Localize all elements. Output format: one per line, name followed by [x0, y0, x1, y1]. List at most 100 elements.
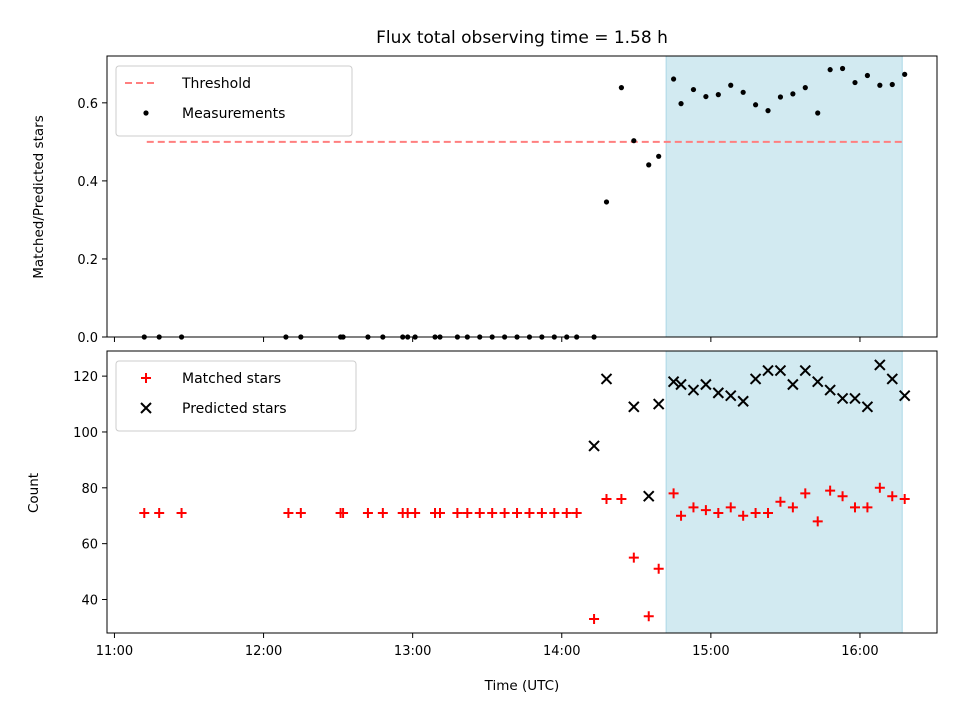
measurement-point: [827, 67, 833, 73]
matched-stars-point: [688, 502, 699, 513]
matched-stars-point: [154, 507, 165, 518]
matched-stars-point: [377, 507, 388, 518]
measurement-point: [864, 72, 871, 79]
measurement-point: [740, 89, 746, 95]
measurement-point: [902, 71, 908, 77]
predicted-stars-point: [675, 378, 687, 391]
x-tick-label: 11:00: [96, 644, 133, 659]
matched-stars-point: [549, 507, 560, 518]
matched-stars-point: [601, 493, 612, 504]
measurement-point: [715, 92, 721, 98]
predicted-stars-point: [874, 359, 886, 371]
predicted-stars-point: [898, 389, 911, 402]
series-predicted-stars: [588, 359, 911, 502]
matched-stars-point: [653, 563, 664, 574]
legend-label: Predicted stars: [182, 401, 287, 417]
y-tick-label: 120: [73, 370, 98, 385]
matched-stars-point: [750, 507, 761, 518]
matched-stars-point: [362, 507, 373, 518]
predicted-stars-point: [836, 392, 849, 405]
measurement-point: [678, 101, 684, 107]
measurement-point: [690, 86, 697, 93]
matched-stars-point: [899, 493, 910, 504]
matched-stars-point: [283, 507, 294, 518]
measurement-point: [802, 85, 808, 91]
matched-stars-point: [474, 507, 485, 518]
y-tick-label: 40: [81, 593, 98, 608]
measurement-point: [815, 110, 821, 116]
predicted-stars-point: [643, 490, 655, 502]
x-axis-label: Time (UTC): [484, 678, 560, 694]
bottom-panel-counts: 40 60 80 100 120 11:00 12:00 13:00 14:00 15:00 16:…: [73, 350, 938, 659]
matched-stars-point: [812, 516, 823, 527]
y-tick-label: 0.0: [77, 331, 98, 346]
y-tick-label: 0.6: [77, 97, 98, 112]
matched-stars-point: [763, 507, 774, 518]
measurement-point: [752, 102, 759, 108]
matched-stars-point: [874, 482, 885, 493]
matched-stars-point: [800, 488, 811, 499]
matched-stars-point: [775, 496, 786, 507]
predicted-stars-point: [712, 387, 725, 399]
predicted-stars-point: [812, 376, 824, 388]
matched-stars-point: [499, 507, 510, 518]
matched-stars-point: [410, 507, 421, 518]
predicted-stars-point: [849, 392, 861, 405]
matched-stars-point: [176, 507, 187, 518]
y-tick-label: 0.2: [77, 253, 98, 268]
top-y-axis-label: Matched/Predicted stars: [31, 115, 47, 278]
matched-stars-point: [725, 502, 736, 513]
legend: Matched stars Predicted stars: [115, 360, 357, 432]
predicted-stars-point: [762, 364, 774, 377]
matched-stars-point: [628, 552, 639, 563]
matched-stars-point: [643, 611, 654, 622]
measurement-point: [777, 94, 784, 100]
measurement-point: [603, 199, 610, 205]
predicted-stars-point: [886, 373, 898, 385]
matched-stars-point: [668, 488, 679, 499]
predicted-stars-point: [774, 364, 787, 377]
measurement-point: [877, 82, 883, 88]
x-tick-label: 13:00: [394, 644, 431, 659]
matched-stars-point: [887, 491, 898, 502]
matched-stars-point: [452, 507, 463, 518]
predicted-stars-point: [737, 395, 749, 407]
matched-stars-point: [616, 493, 627, 504]
measurement-point: [631, 138, 637, 144]
measurement-point: [703, 93, 709, 100]
legend-measurement-handle: [143, 110, 149, 116]
y-tick-label: 60: [81, 538, 98, 553]
x-tick-label: 15:00: [692, 644, 729, 659]
legend-box: [115, 360, 357, 432]
figure-title: Flux total observing time = 1.58 h: [376, 28, 668, 48]
top-panel-ratio: 0.0 0.2 0.4 0.6 Threshold Measurements: [77, 55, 938, 346]
y-tick-label: 80: [81, 482, 98, 497]
predicted-stars-point: [628, 401, 640, 413]
axes-frame: [106, 55, 938, 338]
measurement-point: [889, 81, 895, 88]
matched-stars-point: [512, 507, 523, 518]
series-matched-stars: [139, 482, 910, 625]
predicted-stars-point: [749, 373, 762, 385]
matched-stars-point: [837, 491, 848, 502]
observing-window-span: [665, 55, 903, 338]
matched-stars-point: [524, 507, 535, 518]
measurement-point: [646, 162, 652, 168]
matched-stars-point: [487, 507, 498, 518]
matched-stars-point: [738, 510, 749, 521]
legend-label: Threshold: [181, 76, 251, 92]
predicted-stars-point: [588, 440, 600, 452]
predicted-stars-point: [600, 373, 613, 385]
predicted-stars-point: [861, 401, 874, 413]
y-tick-label: 100: [73, 426, 98, 441]
measurement-point: [728, 82, 734, 88]
x-tick-label: 16:00: [841, 644, 878, 659]
legend-matched-handle: [141, 373, 151, 383]
matched-stars-point: [700, 505, 711, 516]
matched-stars-point: [571, 507, 582, 518]
measurement-point: [765, 108, 771, 114]
matched-stars-point: [825, 485, 836, 496]
predicted-stars-point: [787, 378, 799, 391]
axes-frame: [106, 350, 938, 634]
